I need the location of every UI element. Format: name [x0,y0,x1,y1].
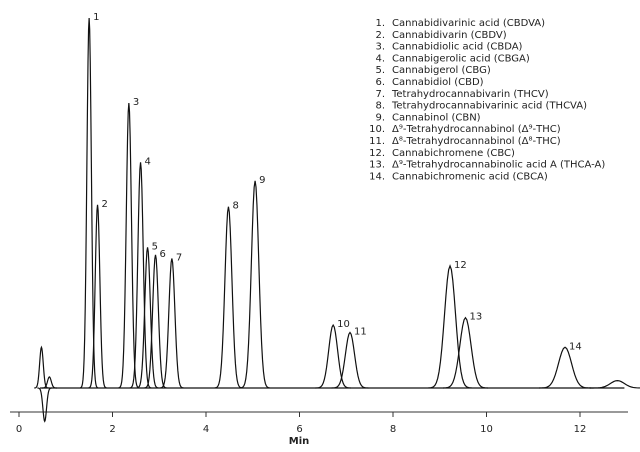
peak [129,162,152,389]
legend-number: 5. [375,65,385,76]
peak [589,379,640,389]
peak-label: 7 [176,253,182,264]
legend-number: 2. [375,30,385,41]
peak [331,331,369,389]
peak-label: 8 [232,201,238,212]
peak [144,254,167,389]
peak [37,387,53,423]
peak [136,247,159,389]
peak [34,345,49,389]
x-tick-label: 12 [574,424,587,435]
peak [79,17,99,389]
peak-label: 2 [102,199,108,210]
legend-name: Δ⁹-Tetrahydrocannabinol (Δ⁹-THC) [392,124,561,135]
legend-number: 8. [375,101,385,112]
legend-number: 7. [375,89,385,100]
peak [428,264,472,389]
peak [118,103,140,389]
legend-name: Cannabidiolic acid (CBDA) [392,42,523,53]
legend-number: 13. [369,160,385,171]
peak [159,258,184,389]
peak-label: 13 [469,312,482,323]
legend-name: Cannabichromenic acid (CBCA) [392,171,548,182]
legend-number: 4. [375,53,385,64]
peak-label: 14 [569,341,582,352]
legend-number: 11. [369,136,385,147]
peak-label: 3 [133,97,139,108]
legend-name: Cannabidivarin (CBDV) [392,30,507,41]
legend-number: 10. [369,124,385,135]
x-tick-label: 4 [203,424,209,435]
legend-name: Cannabigerol (CBG) [392,65,491,76]
x-tick-label: 0 [16,424,22,435]
peak [214,206,243,389]
peak [240,180,271,389]
legend-number: 6. [375,77,385,88]
peak-label: 11 [354,327,367,338]
peak [88,204,107,389]
peak-label: 4 [145,156,151,167]
legend-name: Tetrahydrocannabivarinic acid (THCVA) [391,101,587,112]
legend-name: Tetrahydrocannabivarin (THCV) [391,89,549,100]
peak-label: 10 [337,319,350,330]
legend-name: Cannabichromene (CBC) [392,148,515,159]
legend-number: 1. [375,18,385,29]
peak-label: 5 [152,241,158,252]
peak [315,323,351,389]
legend-number: 3. [375,42,385,53]
legend-name: Cannabinol (CBN) [392,112,481,123]
legend-name: Cannabidivarinic acid (CBDVA) [392,18,545,29]
peak [41,376,57,389]
legend-name: Cannabigerolic acid (CBGA) [392,53,530,64]
x-tick-label: 8 [390,424,396,435]
legend-number: 14. [369,171,385,182]
x-tick-label: 10 [480,424,493,435]
peak [443,316,488,389]
peak-label: 12 [454,260,467,271]
legend-name: Cannabidiol (CBD) [392,77,484,88]
x-tick-label: 2 [109,424,115,435]
x-tick-label: 6 [296,424,302,435]
peak-label: 9 [259,175,265,186]
peak-label: 1 [93,12,99,23]
legend-number: 9. [375,112,385,123]
legend-name: Δ⁸-Tetrahydrocannabinol (Δ⁸-THC) [392,136,561,147]
x-axis-label: Min [289,436,310,447]
legend-name: Δ⁹-Tetrahydrocannabinolic acid A (THCA-A… [392,160,605,171]
legend-number: 12. [369,148,385,159]
peak [539,346,592,389]
peak-label: 6 [160,249,166,260]
